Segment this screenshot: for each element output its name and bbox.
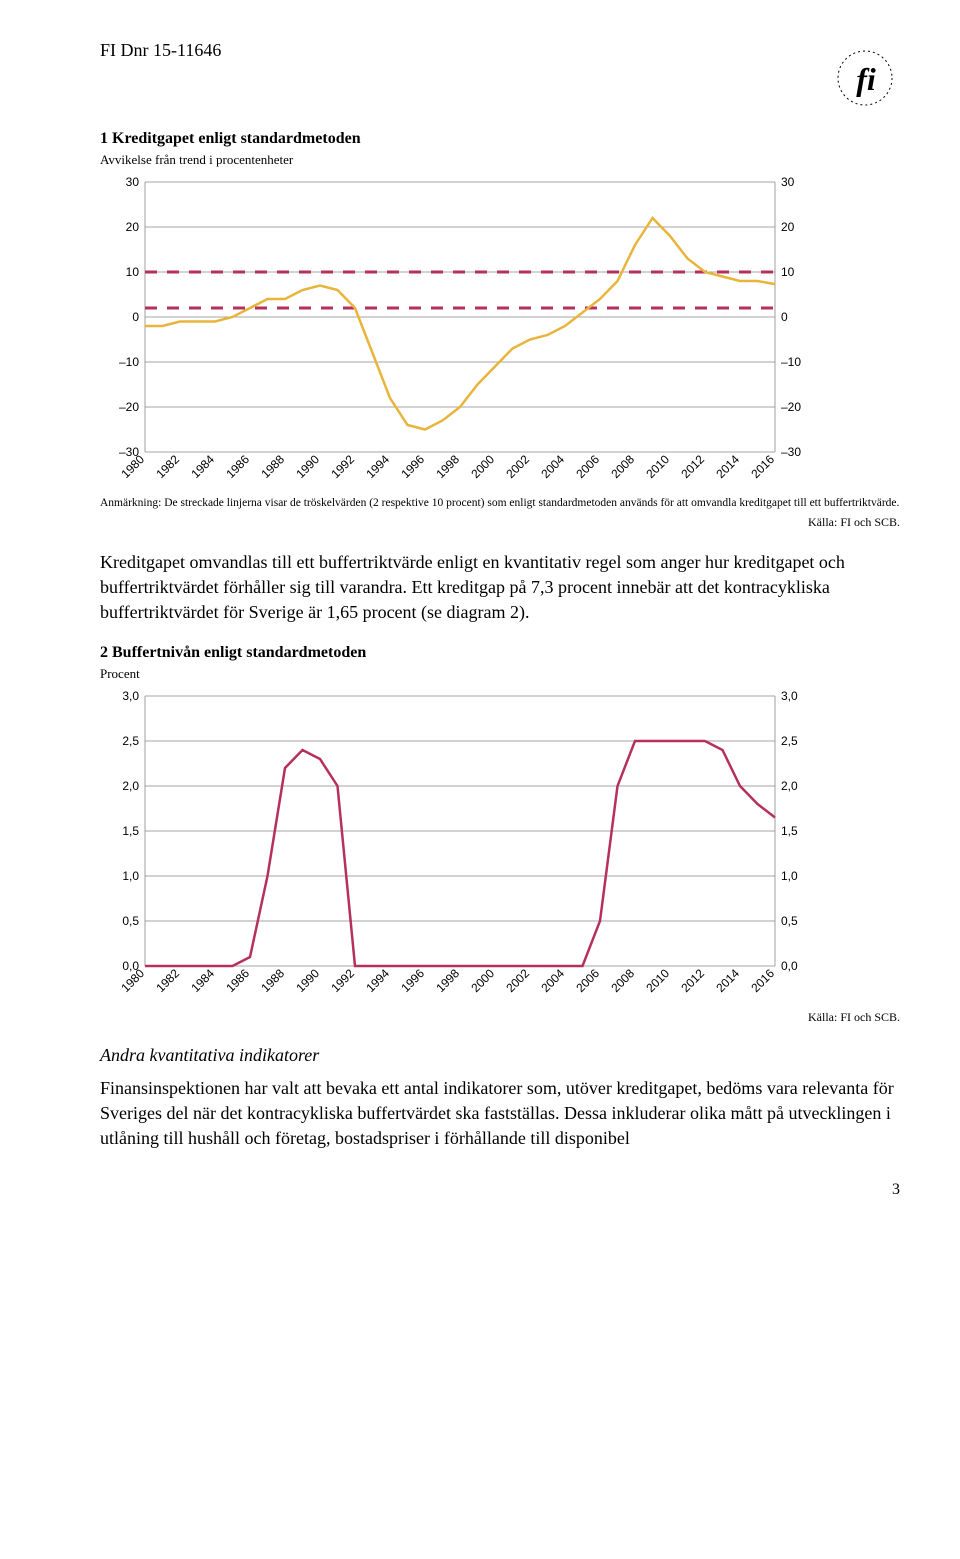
svg-text:1986: 1986 [223, 452, 252, 481]
svg-text:1992: 1992 [328, 452, 357, 481]
svg-text:2002: 2002 [503, 452, 532, 481]
svg-text:2006: 2006 [573, 965, 602, 994]
svg-text:1998: 1998 [433, 965, 462, 994]
svg-text:10: 10 [781, 265, 795, 279]
svg-text:1,0: 1,0 [122, 869, 139, 883]
section-heading: Andra kvantitativa indikatorer [100, 1045, 900, 1066]
svg-text:2014: 2014 [713, 965, 742, 994]
svg-text:1988: 1988 [258, 965, 287, 994]
svg-text:–10: –10 [119, 355, 139, 369]
svg-text:1990: 1990 [293, 965, 322, 994]
chart-1-note: Anmärkning: De streckade linjerna visar … [100, 496, 900, 511]
svg-text:fi: fi [856, 61, 876, 97]
svg-text:1982: 1982 [153, 452, 182, 481]
chart-2-container: 2 Buffertnivån enligt standardmetoden Pr… [100, 644, 900, 1025]
svg-text:2012: 2012 [678, 965, 707, 994]
svg-text:1,0: 1,0 [781, 869, 798, 883]
svg-text:2,5: 2,5 [122, 734, 139, 748]
svg-text:1994: 1994 [363, 452, 392, 481]
svg-text:2014: 2014 [713, 452, 742, 481]
svg-text:0,0: 0,0 [781, 959, 798, 973]
chart-2-subtitle: Procent [100, 666, 900, 682]
chart-1-container: 1 Kreditgapet enligt standardmetoden Avv… [100, 130, 900, 530]
fi-logo: fi [830, 40, 900, 110]
chart-2-plot: 0,00,00,50,51,01,01,51,52,02,02,52,53,03… [100, 686, 820, 1006]
svg-text:0: 0 [781, 310, 788, 324]
chart-1-title: 1 Kreditgapet enligt standardmetoden [100, 130, 900, 148]
chart-1-plot: –30–30–20–20–10–100010102020303019801982… [100, 172, 820, 492]
svg-text:30: 30 [781, 175, 795, 189]
svg-text:10: 10 [126, 265, 140, 279]
svg-text:3,0: 3,0 [781, 689, 798, 703]
svg-text:2004: 2004 [538, 965, 567, 994]
svg-text:2,5: 2,5 [781, 734, 798, 748]
svg-text:30: 30 [126, 175, 140, 189]
svg-text:2,0: 2,0 [122, 779, 139, 793]
chart-1-source: Källa: FI och SCB. [100, 515, 900, 530]
svg-text:2000: 2000 [468, 452, 497, 481]
svg-text:1,5: 1,5 [781, 824, 798, 838]
svg-text:2006: 2006 [573, 452, 602, 481]
svg-text:–10: –10 [781, 355, 801, 369]
chart-1-subtitle: Avvikelse från trend i procentenheter [100, 152, 900, 168]
svg-text:2008: 2008 [608, 965, 637, 994]
svg-text:2002: 2002 [503, 965, 532, 994]
svg-text:2010: 2010 [643, 965, 672, 994]
svg-text:20: 20 [126, 220, 140, 234]
svg-text:2008: 2008 [608, 452, 637, 481]
svg-text:2016: 2016 [748, 452, 777, 481]
svg-text:2012: 2012 [678, 452, 707, 481]
svg-text:1986: 1986 [223, 965, 252, 994]
svg-text:–20: –20 [119, 400, 139, 414]
svg-text:1998: 1998 [433, 452, 462, 481]
svg-text:20: 20 [781, 220, 795, 234]
svg-text:0: 0 [132, 310, 139, 324]
svg-text:2,0: 2,0 [781, 779, 798, 793]
svg-text:3,0: 3,0 [122, 689, 139, 703]
svg-text:–20: –20 [781, 400, 801, 414]
svg-text:2016: 2016 [748, 965, 777, 994]
svg-text:1988: 1988 [258, 452, 287, 481]
document-reference: FI Dnr 15-11646 [100, 40, 221, 61]
svg-text:1992: 1992 [328, 965, 357, 994]
page-number: 3 [100, 1181, 900, 1199]
svg-text:–30: –30 [781, 445, 801, 459]
svg-text:1994: 1994 [363, 965, 392, 994]
svg-text:1984: 1984 [188, 452, 217, 481]
svg-text:2004: 2004 [538, 452, 567, 481]
chart-2-source: Källa: FI och SCB. [100, 1010, 900, 1025]
svg-text:1996: 1996 [398, 965, 427, 994]
svg-text:1982: 1982 [153, 965, 182, 994]
svg-text:0,5: 0,5 [122, 914, 139, 928]
paragraph-2: Finansinspektionen har valt att bevaka e… [100, 1076, 900, 1152]
svg-text:1990: 1990 [293, 452, 322, 481]
svg-text:0,5: 0,5 [781, 914, 798, 928]
svg-text:1996: 1996 [398, 452, 427, 481]
paragraph-1: Kreditgapet omvandlas till ett buffertri… [100, 550, 900, 626]
page-header: FI Dnr 15-11646 fi [100, 40, 900, 110]
svg-text:2000: 2000 [468, 965, 497, 994]
chart-2-title: 2 Buffertnivån enligt standardmetoden [100, 644, 900, 662]
svg-text:2010: 2010 [643, 452, 672, 481]
svg-text:1,5: 1,5 [122, 824, 139, 838]
svg-text:1984: 1984 [188, 965, 217, 994]
